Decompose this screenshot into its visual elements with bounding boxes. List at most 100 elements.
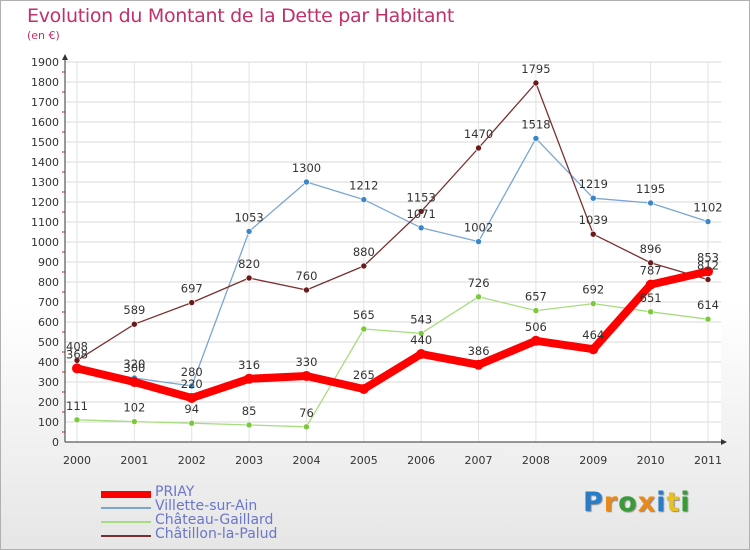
legend-swatch <box>101 535 151 537</box>
data-label: 565 <box>353 308 375 322</box>
series-line-ch-tillon-la-palud <box>76 82 709 362</box>
y-tick-label: 1300 <box>31 176 59 189</box>
data-point <box>704 218 712 225</box>
data-label: 85 <box>242 404 257 418</box>
y-tick-label: 900 <box>38 256 59 269</box>
legend-item: Villette-sur-Ain <box>101 498 361 515</box>
y-tick-label: 800 <box>38 276 59 289</box>
data-label: 1195 <box>636 182 665 196</box>
y-tick-label: 1800 <box>31 76 59 89</box>
data-label: 102 <box>123 401 145 415</box>
data-label: 589 <box>123 303 145 317</box>
data-label: 1518 <box>521 117 550 131</box>
data-label: 220 <box>181 377 203 391</box>
data-point <box>129 377 140 387</box>
data-label: 464 <box>582 328 604 342</box>
data-point <box>131 418 138 425</box>
y-tick-label: 1900 <box>31 56 59 69</box>
data-point <box>245 421 253 429</box>
data-label: 657 <box>525 290 547 304</box>
data-label: 320 <box>123 357 145 371</box>
data-label: 812 <box>697 259 719 273</box>
data-point <box>188 419 196 427</box>
series-line-villette-sur-ain <box>76 137 709 387</box>
x-tick-label: 2005 <box>350 454 378 467</box>
data-point <box>360 262 368 270</box>
data-label: 280 <box>181 365 203 379</box>
data-point <box>417 224 425 232</box>
data-point <box>417 208 425 215</box>
x-tick-label: 2009 <box>579 454 607 467</box>
y-tick-label: 1000 <box>31 236 59 249</box>
data-label: 1795 <box>521 62 550 76</box>
y-tick-label: 500 <box>38 336 59 349</box>
data-point <box>647 199 654 207</box>
y-tick-label: 1700 <box>31 96 59 109</box>
data-label: 543 <box>410 312 432 326</box>
legend-label: Villette-sur-Ain <box>155 498 258 514</box>
data-point <box>416 349 427 359</box>
data-point <box>589 230 597 238</box>
data-label: 1053 <box>234 210 263 224</box>
data-point <box>358 384 369 394</box>
legend-item: Châtillon-la-Palud <box>101 526 361 543</box>
data-label: 1002 <box>464 221 493 235</box>
x-tick-label: 2001 <box>120 454 148 467</box>
data-point <box>589 300 597 307</box>
data-point <box>475 144 482 152</box>
data-label: 1153 <box>407 190 436 204</box>
x-tick-label: 2008 <box>522 454 550 467</box>
data-label: 760 <box>295 269 317 283</box>
proxiti-logo: Proxiti <box>583 487 691 518</box>
chart-unit: (en €) <box>27 29 60 42</box>
y-tick-label: 1500 <box>31 136 59 149</box>
y-tick-label: 1200 <box>31 196 59 209</box>
data-label: 787 <box>640 264 662 278</box>
data-point <box>131 320 138 328</box>
data-point <box>703 266 713 277</box>
x-tick-label: 2003 <box>235 454 263 467</box>
data-point <box>417 330 425 337</box>
data-point <box>244 373 255 384</box>
data-label: 692 <box>582 283 604 297</box>
data-point <box>301 371 312 381</box>
x-tick-label: 2004 <box>292 454 320 467</box>
data-point <box>588 344 599 355</box>
data-point <box>589 194 597 202</box>
data-label: 896 <box>640 242 662 256</box>
data-point <box>475 293 482 301</box>
data-label: 265 <box>353 368 375 382</box>
data-label: 726 <box>468 276 490 290</box>
plot-area <box>65 62 721 442</box>
data-point <box>188 299 196 306</box>
series-line-priay <box>73 267 712 402</box>
data-label: 94 <box>184 402 199 416</box>
data-label: 853 <box>697 250 719 264</box>
data-label: 880 <box>353 245 375 259</box>
y-axis-arrow <box>62 54 68 60</box>
data-point <box>245 228 253 235</box>
data-label: 408 <box>66 339 88 353</box>
legend-swatch <box>101 521 151 523</box>
data-label: 697 <box>181 282 203 296</box>
data-label: 1212 <box>349 179 378 193</box>
y-tick-label: 600 <box>38 316 59 329</box>
data-label: 330 <box>295 355 317 369</box>
data-label: 1470 <box>464 127 493 141</box>
x-tick-label: 2000 <box>63 454 91 467</box>
data-label: 386 <box>468 344 490 358</box>
legend-item: PRIAY <box>101 484 361 501</box>
data-label: 614 <box>697 298 719 312</box>
data-point <box>475 238 482 245</box>
data-label: 111 <box>66 399 88 413</box>
data-label: 368 <box>66 347 88 361</box>
data-label: 300 <box>123 361 145 375</box>
data-point <box>645 279 656 290</box>
data-point <box>186 393 197 403</box>
x-tick-label: 2010 <box>637 454 665 467</box>
data-point <box>73 416 81 424</box>
x-tick-label: 2011 <box>694 454 722 467</box>
data-point <box>532 135 540 142</box>
legend-item: Château-Gaillard <box>101 512 361 529</box>
